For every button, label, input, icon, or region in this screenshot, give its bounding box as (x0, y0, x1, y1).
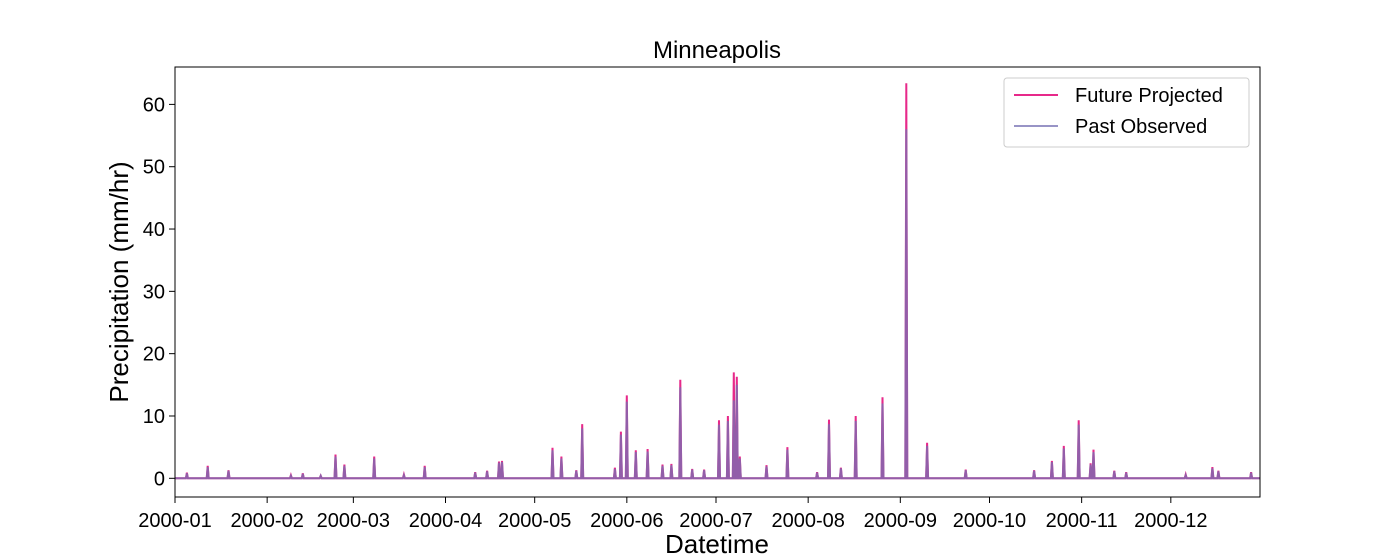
y-tick-label: 0 (154, 468, 165, 490)
x-tick-label: 2000-12 (1134, 510, 1207, 532)
x-axis-label: Datetime (665, 529, 769, 559)
x-tick-label: 2000-03 (317, 510, 390, 532)
legend-box (1003, 77, 1250, 148)
y-axis-label: Precipitation (mm/hr) (104, 161, 134, 402)
y-tick-label: 50 (143, 157, 165, 179)
y-tick-label: 10 (143, 406, 165, 428)
x-axis: 2000-01 2000-02 2000-03 2000-04 2000-05 2000-… (138, 497, 1208, 532)
y-tick-label: 30 (143, 281, 165, 303)
x-tick-label: 2000-10 (953, 510, 1026, 532)
legend: Future Projected Past Observed (1003, 77, 1250, 148)
x-tick-label: 2000-08 (771, 510, 844, 532)
x-tick-label: 2000-05 (498, 510, 571, 532)
legend-label-past-observed: Past Observed (1075, 116, 1207, 138)
y-axis: 0 10 20 30 40 50 60 (143, 94, 175, 490)
y-tick-label: 40 (143, 219, 165, 241)
x-tick-label: 2000-11 (1046, 510, 1118, 532)
y-tick-label: 20 (143, 344, 165, 366)
plot-frame (174, 66, 1261, 498)
x-tick-label: 2000-07 (679, 510, 752, 532)
series-line-past-observed (174, 129, 1261, 480)
chart-title: Minneapolis (653, 37, 781, 64)
x-tick-label: 2000-01 (138, 510, 211, 532)
legend-label-future-projected: Future Projected (1075, 85, 1223, 107)
x-tick-label: 2000-09 (864, 510, 937, 532)
series-layer (174, 83, 1261, 480)
y-tick-label: 60 (143, 94, 165, 116)
x-tick-label: 2000-06 (590, 510, 663, 532)
x-tick-label: 2000-02 (230, 510, 303, 532)
x-tick-label: 2000-04 (409, 510, 482, 532)
